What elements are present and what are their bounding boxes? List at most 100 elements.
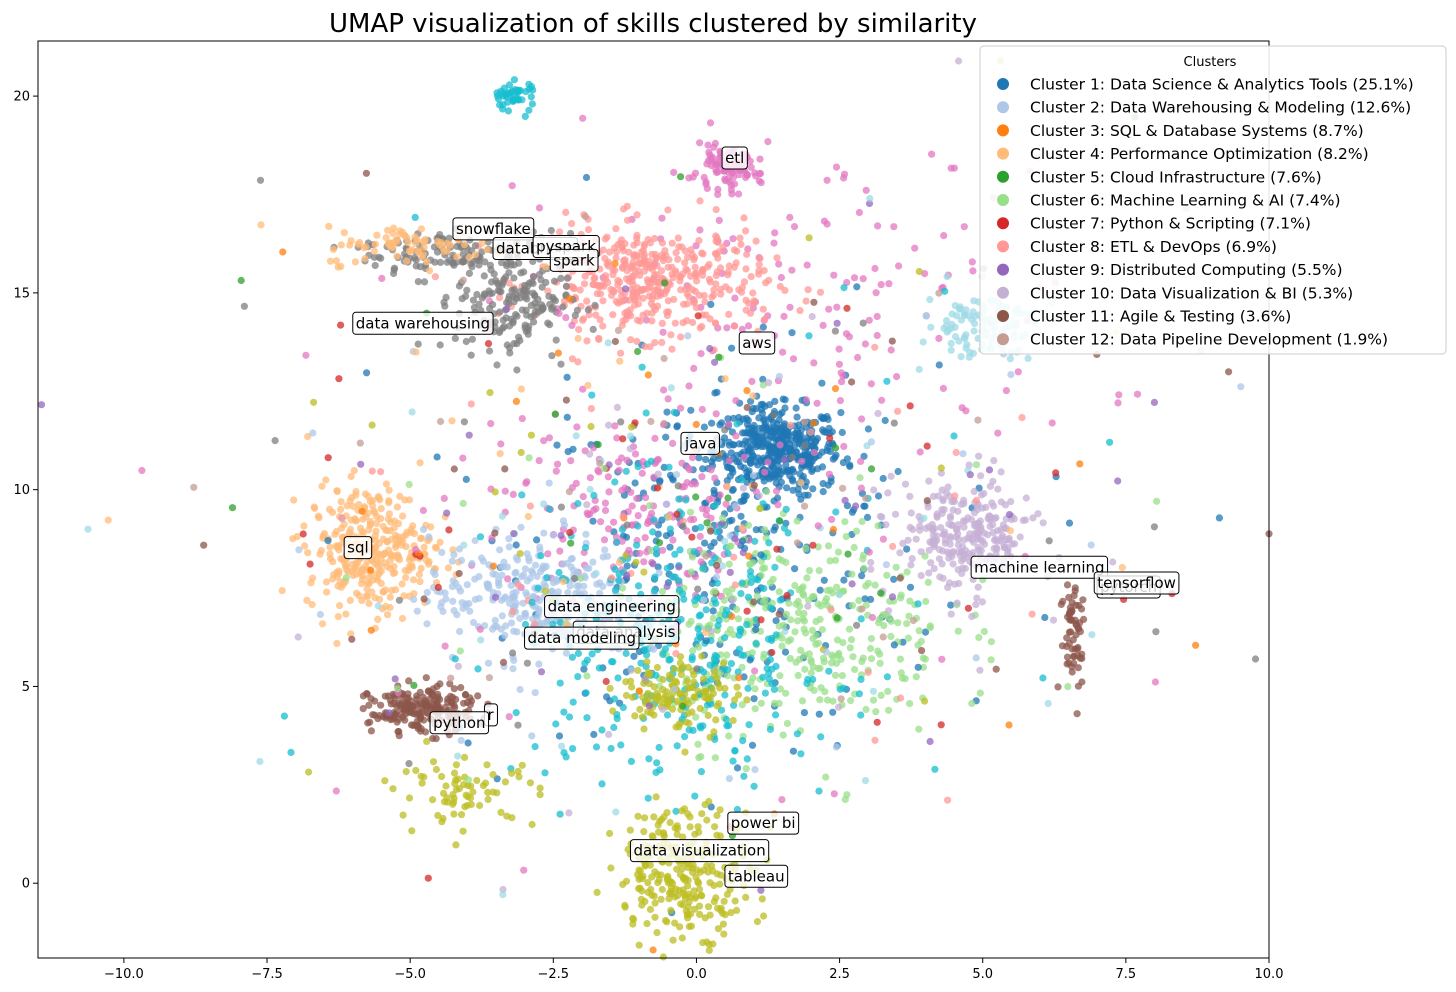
legend-entry: Cluster 2: Data Warehousing & Modeling (… <box>997 99 1411 117</box>
data-point <box>724 420 733 429</box>
data-point <box>347 237 355 245</box>
data-point <box>599 297 607 305</box>
data-point <box>502 90 510 98</box>
data-point <box>704 622 712 630</box>
data-point <box>770 424 778 432</box>
data-point <box>735 458 743 466</box>
data-point <box>748 408 756 416</box>
data-point <box>800 502 809 510</box>
data-point <box>607 744 615 753</box>
data-point <box>763 488 771 496</box>
data-point <box>569 283 577 291</box>
data-point <box>735 440 743 448</box>
data-point <box>899 539 907 548</box>
data-point <box>324 537 332 545</box>
data-point <box>958 569 966 578</box>
data-point <box>502 314 510 322</box>
data-point <box>316 610 324 619</box>
data-point <box>892 563 900 571</box>
data-point <box>614 674 622 682</box>
data-point <box>555 309 563 318</box>
data-point <box>796 307 804 315</box>
data-point <box>521 612 530 621</box>
data-point <box>528 820 536 829</box>
data-point <box>431 258 439 266</box>
data-point <box>728 596 736 604</box>
data-point <box>918 647 926 655</box>
data-point <box>640 558 648 566</box>
data-point <box>814 522 822 530</box>
data-point <box>673 510 681 518</box>
data-point <box>691 792 699 800</box>
data-point <box>716 491 724 499</box>
data-point <box>672 807 680 815</box>
data-point <box>511 569 519 577</box>
data-point <box>925 477 933 485</box>
data-point <box>633 239 641 247</box>
data-point <box>626 826 634 834</box>
data-point <box>347 630 355 638</box>
data-point <box>793 517 801 525</box>
data-point <box>948 498 956 506</box>
data-point <box>747 397 755 405</box>
data-point <box>1054 683 1062 691</box>
data-point <box>663 688 671 696</box>
data-point <box>662 433 670 441</box>
data-point <box>887 346 895 354</box>
data-point <box>317 546 325 555</box>
data-point <box>424 560 433 568</box>
data-point <box>947 610 955 618</box>
data-point <box>510 656 518 665</box>
data-point <box>718 419 726 427</box>
data-point <box>944 483 952 491</box>
data-point <box>380 588 388 596</box>
data-point <box>1067 628 1075 636</box>
data-point <box>562 396 571 404</box>
legend-marker <box>997 124 1009 137</box>
data-point <box>677 333 685 341</box>
data-point <box>926 624 934 632</box>
data-point <box>669 439 677 447</box>
data-point <box>371 560 379 568</box>
data-point <box>1044 699 1052 708</box>
data-point <box>1068 606 1076 614</box>
data-point <box>924 578 932 587</box>
data-point <box>823 696 832 704</box>
data-point <box>803 574 811 582</box>
legend-label: Cluster 5: Cloud Infrastructure (7.6%) <box>1030 168 1322 186</box>
data-point <box>509 593 517 602</box>
data-point <box>731 294 739 302</box>
data-point <box>655 828 663 836</box>
data-point <box>470 303 478 311</box>
data-point <box>705 946 713 955</box>
data-point <box>1237 383 1245 391</box>
data-point <box>631 450 640 458</box>
data-point <box>469 618 478 627</box>
data-point <box>611 478 619 486</box>
data-point <box>775 588 783 596</box>
data-point <box>677 173 685 181</box>
data-point <box>693 593 701 602</box>
data-point <box>805 234 813 242</box>
data-point <box>498 512 506 520</box>
data-point <box>663 582 671 591</box>
data-point <box>622 467 630 475</box>
data-point <box>819 488 827 496</box>
annotation-box <box>738 331 776 355</box>
data-point <box>1034 510 1042 518</box>
data-point <box>476 625 484 633</box>
data-point <box>852 527 861 535</box>
data-point <box>797 585 806 593</box>
data-point <box>807 658 815 666</box>
data-point <box>677 671 686 679</box>
data-point <box>436 341 444 349</box>
data-point <box>749 559 757 567</box>
data-point <box>301 542 309 550</box>
data-point <box>556 228 564 236</box>
data-point <box>638 469 646 477</box>
data-point <box>659 676 667 684</box>
data-point <box>770 685 779 694</box>
legend-marker <box>997 240 1009 253</box>
data-point <box>759 375 767 383</box>
data-point <box>800 709 809 717</box>
